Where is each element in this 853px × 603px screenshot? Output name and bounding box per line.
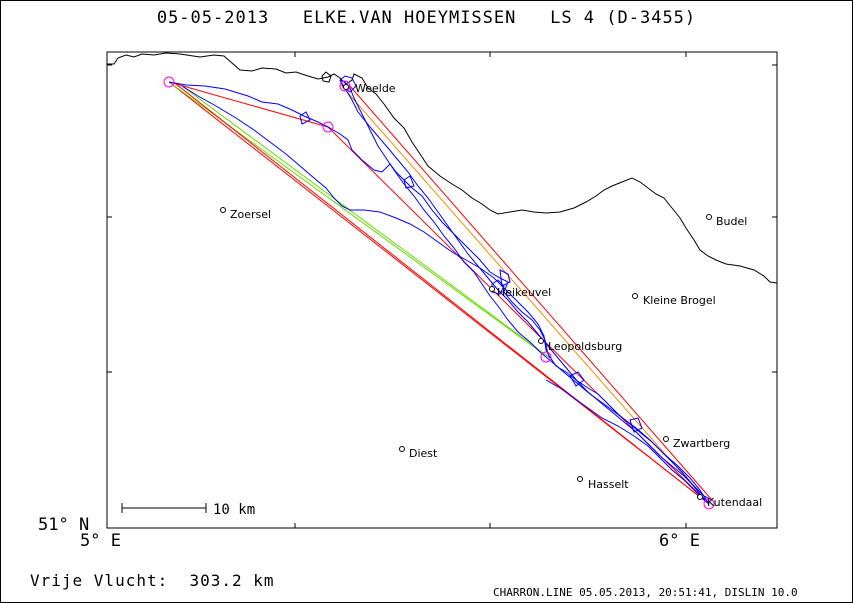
place-weelde: Weelde [355, 82, 396, 95]
place-diest: Diest [409, 447, 438, 460]
turnpoint-1 [322, 121, 334, 133]
turnpoint-finish [703, 498, 715, 510]
map-area [106, 51, 778, 529]
turnpoint-3 [540, 351, 552, 363]
turnpoints [163, 76, 715, 510]
place-leopoldsburg: Leopoldsburg [548, 340, 622, 353]
lon-right-label: 6° E [659, 531, 700, 551]
place-budel: Budel [716, 215, 747, 228]
turnpoint-2 [339, 80, 351, 92]
turnpoint-start [163, 76, 175, 88]
scale-bar-label: 10 km [213, 502, 255, 518]
axis-ticks [107, 52, 777, 528]
flight-title: 05-05-2013 ELKE.VAN HOEYMISSEN LS 4 (D-3… [0, 8, 853, 28]
place-zoersel: Zoersel [230, 208, 271, 221]
lon-left-label: 5° E [80, 531, 121, 551]
place-markers [220, 84, 712, 500]
title-pilot: ELKE.VAN HOEYMISSEN [302, 8, 517, 28]
flight-distance: Vrije Vlucht: 303.2 km [30, 571, 275, 590]
task-lines [168, 81, 713, 505]
title-date: 05-05-2013 [156, 8, 270, 28]
place-zwartberg: Zwartberg [673, 437, 730, 450]
place-kutendaal: Kutendaal [707, 496, 762, 509]
lat-label: 51° N [38, 515, 90, 535]
flight-track [168, 75, 713, 505]
credits-line: CHARRON.LINE 05.05.2013, 20:51:41, DISLI… [493, 586, 798, 599]
scale-bar [121, 503, 207, 513]
place-heikeuvel: Heikeuvel [497, 286, 551, 299]
place-hasselt: Hasselt [588, 478, 629, 491]
border-enclave [321, 71, 332, 83]
place-kleine-brogel: Kleine Brogel [643, 294, 716, 307]
place-labels: Weelde Zoersel Budel Kleine Brogel Heike… [230, 82, 762, 509]
country-border [107, 52, 778, 284]
title-glider: LS 4 (D-3455) [550, 8, 697, 28]
